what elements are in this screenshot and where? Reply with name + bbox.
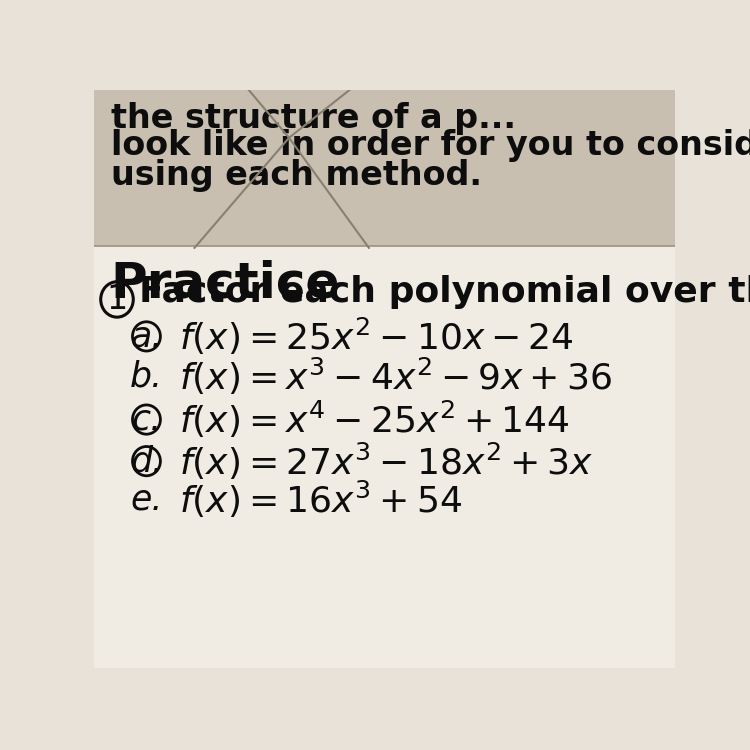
Text: 1: 1 [106,283,128,316]
Text: the structure of a p...: the structure of a p... [111,101,516,134]
Text: look like in order for you to consider: look like in order for you to consider [111,128,750,161]
Text: b.: b. [130,359,163,394]
Text: d.: d. [130,444,163,478]
Text: Practice: Practice [111,260,340,308]
Text: e.: e. [130,483,163,517]
Text: $f(x) = 16x^3 + 54$: $f(x) = 16x^3 + 54$ [179,479,462,520]
Text: $f(x) = x^3 - 4x^2 - 9x + 36$: $f(x) = x^3 - 4x^2 - 9x + 36$ [179,356,612,397]
Text: c.: c. [131,403,161,436]
Text: Factor each polynomial over the: Factor each polynomial over the [139,274,750,309]
Bar [94,90,675,246]
Text: a.: a. [130,320,163,353]
Text: using each method.: using each method. [111,159,482,192]
Text: $f(x) = 25x^2 - 10x - 24$: $f(x) = 25x^2 - 10x - 24$ [179,316,574,357]
Text: $f(x) = 27x^3 - 18x^2 + 3x$: $f(x) = 27x^3 - 18x^2 + 3x$ [179,440,593,482]
Bar [94,246,675,668]
Text: $f(x) = x^4 - 25x^2 + 144$: $f(x) = x^4 - 25x^2 + 144$ [179,399,569,440]
